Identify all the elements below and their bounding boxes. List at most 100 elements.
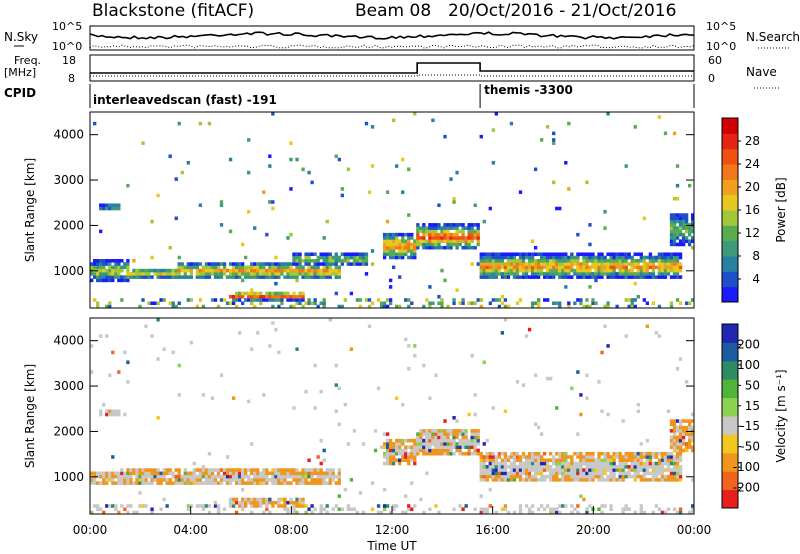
echo-cell — [431, 451, 435, 456]
echo-cell — [319, 461, 323, 466]
echo-cell — [576, 370, 580, 374]
echo-cell — [666, 478, 671, 482]
echo-cell — [636, 402, 640, 407]
echo-cell — [642, 465, 646, 469]
echo-cell — [334, 481, 338, 485]
echo-cell — [425, 435, 429, 440]
echo-cell — [174, 272, 178, 276]
echo-cell — [576, 432, 580, 436]
echo-cell — [585, 275, 589, 279]
echo-cell — [231, 268, 236, 273]
echo-cell — [600, 465, 604, 469]
echo-cell — [585, 298, 589, 302]
velocity-echo-cells — [90, 318, 695, 515]
echo-cell — [222, 268, 227, 273]
echo-cell — [225, 471, 230, 476]
echo-cell — [307, 507, 311, 512]
colorbar-tick-label: -200 — [733, 481, 760, 495]
echo-cell — [464, 504, 468, 508]
echo-cell — [274, 478, 278, 482]
echo-cell — [579, 298, 583, 302]
echo-cell — [93, 121, 97, 126]
echo-cell — [204, 504, 209, 508]
echo-cell — [328, 471, 332, 476]
echo-cell — [446, 229, 450, 234]
echo-cell — [419, 242, 423, 247]
echo-cell — [524, 474, 529, 479]
echo-cell — [256, 500, 260, 505]
echo-cell — [247, 268, 251, 273]
echo-cell — [234, 294, 239, 299]
echo-cell — [322, 471, 326, 476]
echo-cell — [440, 448, 444, 453]
echo-cell — [503, 318, 508, 322]
echo-cell — [328, 478, 332, 482]
echo-cell — [422, 432, 426, 436]
echo-cell — [672, 255, 677, 260]
echo-cell — [449, 177, 453, 181]
echo-cell — [177, 474, 181, 479]
echo-cell — [654, 451, 659, 456]
echo-cell — [117, 412, 121, 417]
y-tick-label: 2000 — [53, 218, 84, 232]
echo-cell — [648, 265, 653, 270]
echo-cell — [138, 491, 142, 495]
echo-cell — [277, 478, 281, 482]
echo-cell — [648, 252, 653, 257]
echo-cell — [132, 268, 136, 273]
echo-cell — [431, 226, 435, 230]
echo-cell — [108, 304, 112, 309]
echo-cell — [289, 471, 293, 476]
echo-cell — [370, 481, 375, 485]
echo-cell — [561, 474, 565, 479]
echo-cell — [497, 451, 502, 456]
echo-cell — [530, 265, 535, 270]
echo-cell — [527, 510, 532, 515]
echo-cell — [524, 275, 529, 279]
echo-cell — [512, 259, 517, 263]
echo-cell — [479, 268, 483, 273]
echo-cell — [292, 304, 296, 309]
echo-cell — [663, 461, 668, 466]
echo-cell — [452, 416, 456, 420]
echo-cell — [395, 504, 399, 508]
echo-cell — [141, 474, 145, 479]
echo-cell — [370, 262, 375, 266]
echo-cell — [630, 461, 634, 466]
echo-cell — [636, 471, 640, 476]
echo-cell — [271, 321, 275, 325]
echo-cell — [675, 442, 680, 446]
echo-cell — [582, 268, 586, 273]
echo-cell — [237, 294, 242, 299]
echo-cell — [337, 304, 341, 309]
echo-cell — [234, 268, 239, 273]
echo-cell — [120, 504, 124, 508]
echo-cell — [280, 268, 284, 273]
echo-cell — [521, 252, 526, 257]
echo-cell — [449, 448, 453, 453]
echo-cell — [663, 455, 668, 459]
echo-cell — [555, 458, 559, 463]
echo-cell — [645, 451, 649, 456]
echo-cell — [138, 478, 142, 482]
echo-cell — [331, 259, 335, 263]
echo-cell — [250, 442, 254, 446]
echo-cell — [379, 304, 384, 309]
echo-cell — [388, 301, 393, 306]
echo-cell — [331, 471, 335, 476]
echo-cell — [120, 471, 124, 476]
echo-cell — [443, 419, 447, 423]
echo-cell — [156, 318, 160, 322]
echo-cell — [518, 275, 523, 279]
echo-cell — [90, 265, 94, 270]
echo-cell — [108, 478, 112, 482]
echo-cell — [443, 223, 447, 227]
echo-cell — [216, 275, 221, 279]
echo-cell — [527, 259, 532, 263]
echo-cell — [231, 497, 236, 502]
echo-cell — [385, 236, 390, 240]
echo-cell — [123, 265, 127, 270]
echo-cell — [570, 275, 574, 279]
echo-cell — [289, 298, 293, 302]
echo-cell — [579, 455, 583, 459]
